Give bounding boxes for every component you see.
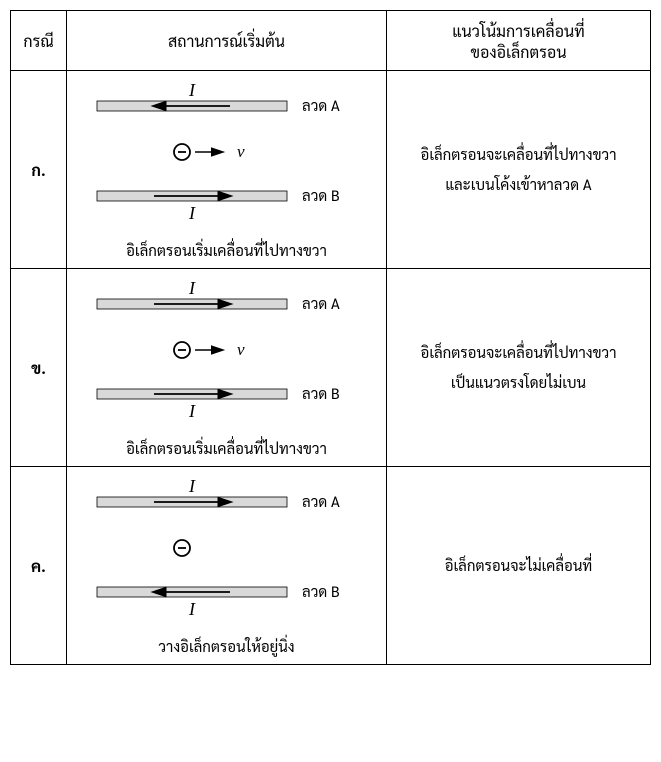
diagram-svg: I ลวด A v⃗ bbox=[77, 277, 377, 427]
case-label: ข. bbox=[31, 357, 46, 378]
wire-b-label: ลวด B bbox=[302, 582, 340, 601]
electron-group bbox=[174, 540, 190, 556]
tendency-line2: เป็นแนวตรงโดยไม่เบน bbox=[451, 373, 586, 392]
velocity-label: v⃗ bbox=[237, 142, 258, 161]
I-bottom-label: I bbox=[188, 203, 196, 223]
physics-cases-table: กรณี สถานการณ์เริ่มต้น แนวโน้มการเคลื่อน… bbox=[10, 10, 651, 665]
case-label: ค. bbox=[31, 555, 46, 576]
case-row: ค. I ลวด A bbox=[11, 467, 651, 665]
diagram-svg: I ลวด A v⃗ bbox=[77, 79, 377, 229]
situation-cell: I ลวด A v⃗ bbox=[67, 269, 387, 467]
tendency-line1: อิเล็กตรอนจะเคลื่อนที่ไปทางขวา bbox=[421, 343, 617, 362]
wire-a-label: ลวด A bbox=[302, 96, 340, 115]
wire-b-label: ลวด B bbox=[302, 384, 340, 403]
I-bottom-label: I bbox=[188, 401, 196, 421]
tendency-line1: อิเล็กตรอนจะไม่เคลื่อนที่ bbox=[445, 556, 593, 575]
diagram-svg: I ลวด A bbox=[77, 475, 377, 625]
I-top-label: I bbox=[188, 80, 196, 100]
tendency-cell: อิเล็กตรอนจะเคลื่อนที่ไปทางขวา เป็นแนวตร… bbox=[387, 269, 651, 467]
I-top-label: I bbox=[188, 476, 196, 496]
tendency-cell: อิเล็กตรอนจะเคลื่อนที่ไปทางขวา และเบนโค้… bbox=[387, 71, 651, 269]
case-label-cell: ก. bbox=[11, 71, 67, 269]
diagram-caption: อิเล็กตรอนเริ่มเคลื่อนที่ไปทางขวา bbox=[73, 439, 380, 458]
I-bottom-label: I bbox=[188, 599, 196, 619]
wire-a-group: I ลวด A bbox=[97, 80, 340, 115]
header-row: กรณี สถานการณ์เริ่มต้น แนวโน้มการเคลื่อน… bbox=[11, 11, 651, 71]
case-label: ก. bbox=[31, 159, 45, 180]
velocity-label: v⃗ bbox=[237, 340, 258, 359]
header-tendency-l1: แนวโน้มการเคลื่อนที่ bbox=[452, 20, 584, 41]
tendency-cell: อิเล็กตรอนจะไม่เคลื่อนที่ bbox=[387, 467, 651, 665]
electron-group: v⃗ bbox=[174, 142, 258, 161]
wire-b-group: I ลวด B bbox=[97, 582, 340, 619]
header-tendency: แนวโน้มการเคลื่อนที่ ของอิเล็กตรอน bbox=[387, 11, 651, 71]
diagram: I ลวด A v⃗ bbox=[73, 277, 380, 458]
wire-a-label: ลวด A bbox=[302, 294, 340, 313]
diagram-caption: อิเล็กตรอนเริ่มเคลื่อนที่ไปทางขวา bbox=[73, 241, 380, 260]
electron-group: v⃗ bbox=[174, 340, 258, 359]
case-label-cell: ค. bbox=[11, 467, 67, 665]
wire-b-label: ลวด B bbox=[302, 186, 340, 205]
header-tendency-l2: ของอิเล็กตรอน bbox=[470, 41, 566, 62]
tendency-line2: และเบนโค้งเข้าหาลวด A bbox=[445, 175, 591, 194]
wire-b-group: I ลวด B bbox=[97, 186, 340, 223]
velocity-arrow-group: v⃗ bbox=[195, 142, 258, 161]
diagram-caption: วางอิเล็กตรอนให้อยู่นิ่ง bbox=[73, 637, 380, 656]
case-label-cell: ข. bbox=[11, 269, 67, 467]
wire-a-group: I ลวด A bbox=[97, 476, 340, 511]
I-top-label: I bbox=[188, 278, 196, 298]
diagram: I ลวด A bbox=[73, 475, 380, 656]
velocity-arrow-group: v⃗ bbox=[195, 340, 258, 359]
wire-a-group: I ลวด A bbox=[97, 278, 340, 313]
tendency-line1: อิเล็กตรอนจะเคลื่อนที่ไปทางขวา bbox=[421, 145, 617, 164]
wire-a-label: ลวด A bbox=[302, 492, 340, 511]
diagram: I ลวด A v⃗ bbox=[73, 79, 380, 260]
case-row: ข. I ลวด A bbox=[11, 269, 651, 467]
header-situation: สถานการณ์เริ่มต้น bbox=[67, 11, 387, 71]
wire-b-group: I ลวด B bbox=[97, 384, 340, 421]
situation-cell: I ลวด A bbox=[67, 467, 387, 665]
header-case: กรณี bbox=[11, 11, 67, 71]
case-row: ก. I ลวด A bbox=[11, 71, 651, 269]
situation-cell: I ลวด A v⃗ bbox=[67, 71, 387, 269]
